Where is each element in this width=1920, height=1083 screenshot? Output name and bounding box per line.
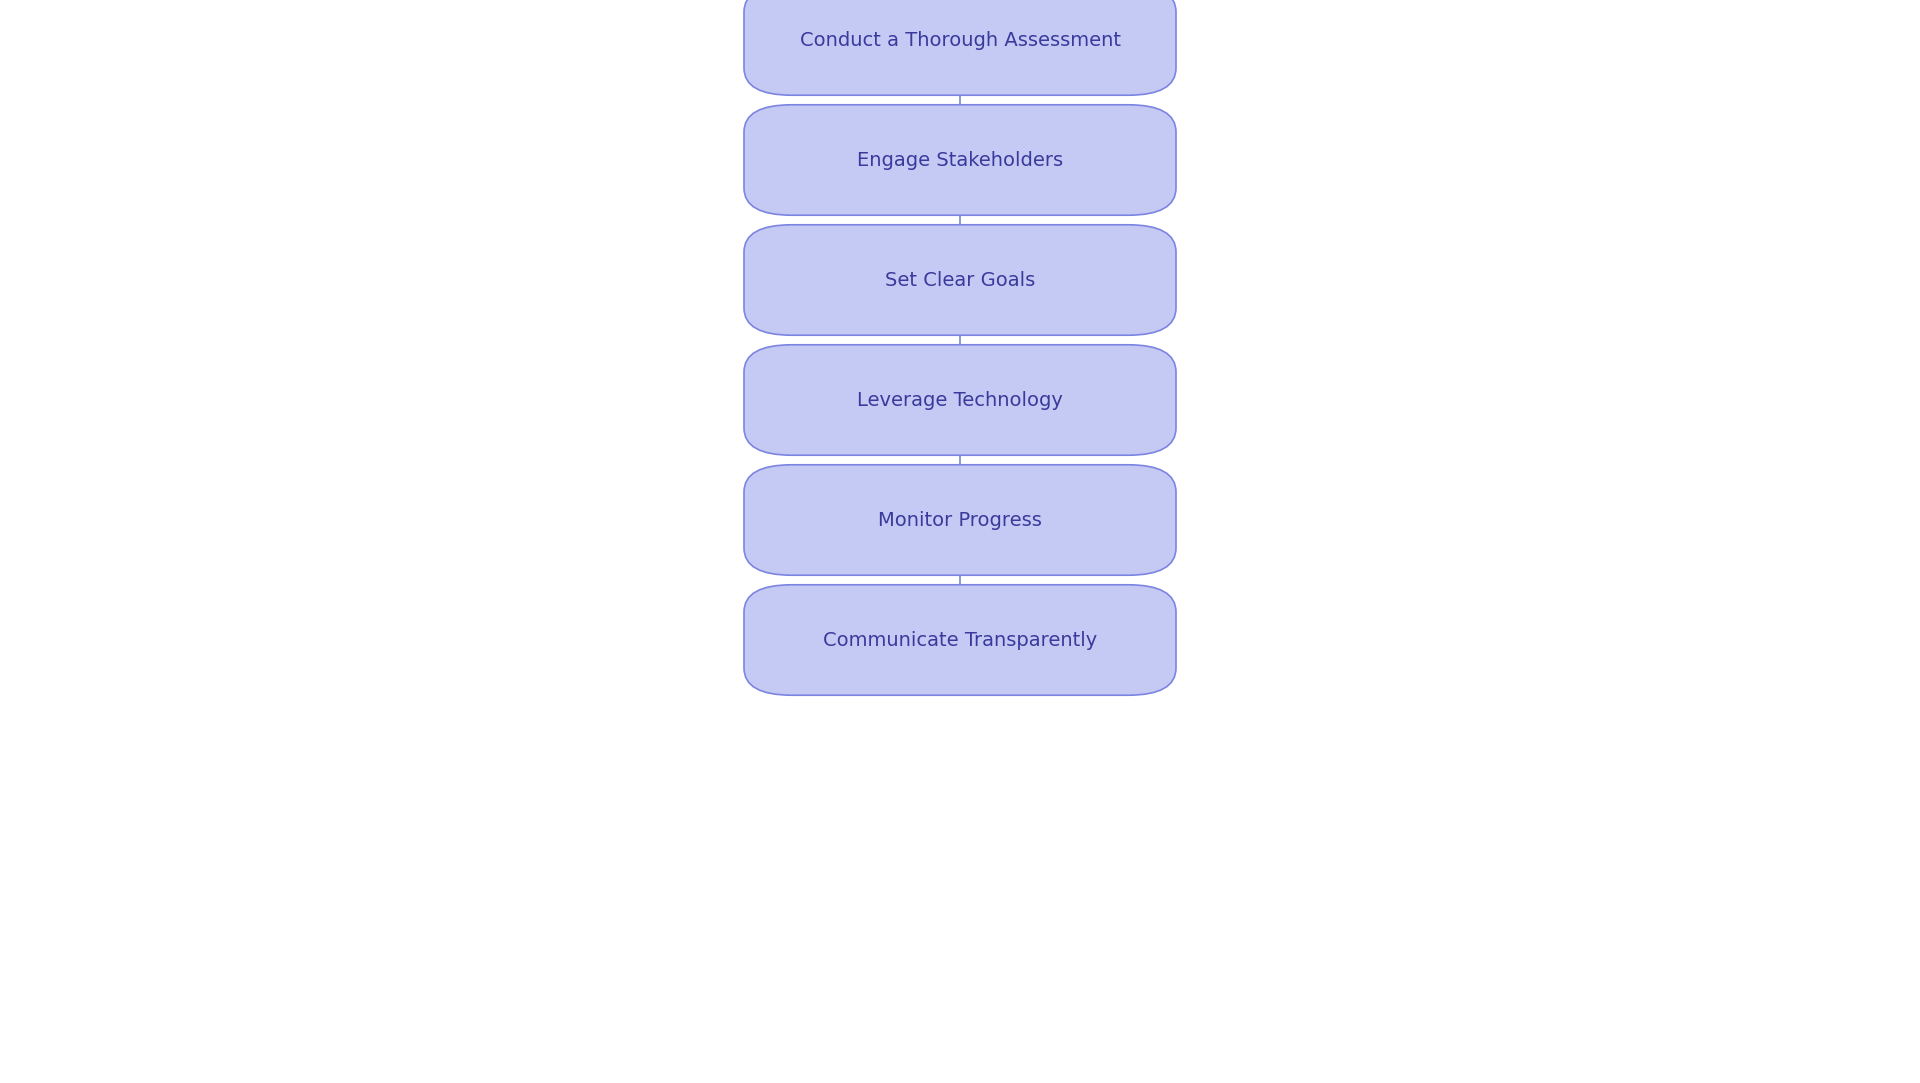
Text: Engage Stakeholders: Engage Stakeholders <box>856 151 1064 170</box>
FancyBboxPatch shape <box>743 105 1175 216</box>
Text: Conduct a Thorough Assessment: Conduct a Thorough Assessment <box>799 30 1121 50</box>
Text: Leverage Technology: Leverage Technology <box>856 391 1064 409</box>
FancyBboxPatch shape <box>743 0 1175 95</box>
Text: Set Clear Goals: Set Clear Goals <box>885 271 1035 289</box>
Text: Monitor Progress: Monitor Progress <box>877 510 1043 530</box>
Text: Communicate Transparently: Communicate Transparently <box>824 630 1096 650</box>
FancyBboxPatch shape <box>743 585 1175 695</box>
FancyBboxPatch shape <box>743 344 1175 455</box>
FancyBboxPatch shape <box>743 225 1175 336</box>
FancyBboxPatch shape <box>743 465 1175 575</box>
